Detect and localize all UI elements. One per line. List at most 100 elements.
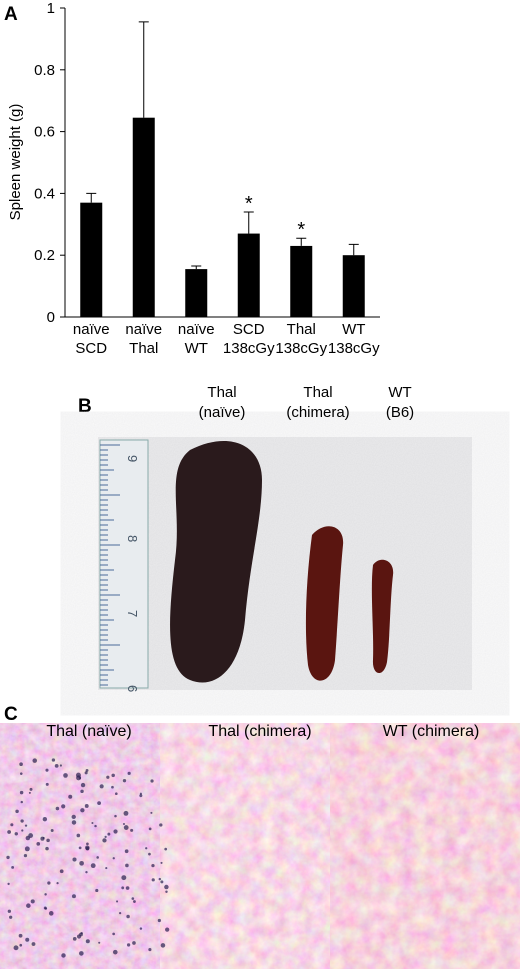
stain-dot (9, 915, 13, 919)
photo-label: WT (B6) (386, 384, 414, 421)
stain-dot (76, 833, 81, 838)
bar (290, 245, 313, 317)
stain-dot (61, 953, 66, 958)
stain-dot (76, 934, 82, 939)
stain-dot (148, 827, 152, 831)
stain-dot (114, 814, 117, 818)
stain-dot (59, 764, 62, 767)
error-bar (86, 192, 97, 203)
stain-dot (79, 860, 84, 866)
stain-dot (80, 808, 85, 813)
stain-dot (157, 918, 161, 923)
stain-dot (18, 933, 23, 938)
y-axis-label: Spleen weight (g) (7, 104, 24, 221)
bar (185, 269, 208, 317)
stain-dot (159, 823, 163, 827)
stain-dot (85, 846, 90, 851)
stain-dot (131, 897, 135, 900)
stain-dot (15, 809, 19, 814)
ruler-label: 7 (125, 610, 140, 617)
stain-dot (165, 927, 170, 932)
stain-dot (102, 838, 107, 843)
stain-dot (75, 772, 81, 778)
x-tick-label: SCD 138cGy (223, 321, 275, 357)
error-bar (348, 243, 359, 256)
stain-dot (61, 804, 66, 809)
stain-dot (116, 900, 119, 903)
stain-dot (91, 821, 94, 825)
stain-dot (123, 810, 129, 816)
panel-letter: B (78, 396, 92, 417)
stain-dot (36, 842, 41, 846)
stain-dot (106, 775, 110, 779)
stain-dot (54, 763, 59, 768)
stain-dot (48, 911, 54, 916)
stain-dot (124, 849, 129, 854)
stain-dot (139, 927, 143, 930)
stain-dot (13, 945, 19, 951)
y-tick-label: 0 (47, 309, 55, 326)
stain-dot (112, 857, 115, 860)
panel-letter: A (4, 4, 18, 25)
stain-dot (10, 823, 14, 827)
stain-dot (85, 870, 88, 874)
stain-dot (122, 822, 126, 826)
stain-dot (19, 762, 23, 767)
stain-dot (94, 824, 97, 828)
histology-label: Thal (naïve) (46, 723, 131, 740)
stain-dot (29, 787, 33, 791)
stain-dot (28, 833, 34, 838)
stain-dot (151, 878, 155, 882)
stain-dot (115, 792, 118, 796)
x-tick-label: WT 138cGy (328, 321, 380, 357)
stain-dot (119, 912, 122, 915)
stain-dot (19, 790, 24, 795)
stain-dot (95, 888, 99, 893)
stain-dot (31, 942, 36, 946)
stain-dot (32, 758, 38, 763)
stain-dot (90, 863, 96, 869)
stain-dot (86, 842, 89, 846)
x-tick-label: naïve Thal (125, 321, 162, 357)
stain-dot (107, 832, 111, 836)
stain-dot (112, 932, 115, 936)
stain-dot (7, 882, 10, 886)
stain-dot (164, 884, 169, 890)
bar (80, 202, 103, 317)
stain-dot (24, 824, 28, 827)
error-bar (138, 21, 149, 118)
stain-dot (63, 773, 68, 778)
stain-dot (23, 853, 28, 858)
stain-dot (150, 779, 154, 783)
stain-dot (6, 855, 10, 860)
stain-dot (68, 794, 73, 799)
y-tick-label: 0.2 (34, 247, 55, 264)
stain-dot (56, 882, 59, 885)
stain-dot (84, 771, 88, 775)
stain-dot (45, 768, 49, 772)
stain-dot (121, 886, 125, 890)
stain-dot (47, 881, 51, 885)
stain-dot (148, 948, 152, 952)
stain-dot (133, 900, 136, 903)
stain-dot (160, 861, 163, 864)
stain-dot (111, 785, 114, 789)
y-tick-label: 1 (47, 0, 55, 17)
stain-dot (164, 847, 168, 851)
y-tick-label: 0.6 (34, 124, 55, 141)
ruler-label: 6 (125, 685, 140, 692)
error-bar (243, 211, 254, 234)
stain-dot (19, 772, 23, 775)
y-tick-label: 0.8 (34, 62, 55, 79)
x-tick-label: naïve SCD (73, 321, 110, 357)
y-tick-label: 0.4 (34, 185, 55, 202)
stain-dot (42, 836, 45, 840)
stain-dot (160, 880, 164, 884)
histology-label: Thal (chimera) (208, 723, 311, 740)
stain-dot (148, 852, 151, 856)
stain-dot (104, 835, 107, 838)
stain-dot (160, 943, 166, 948)
stain-dot (145, 847, 148, 850)
stain-dot (7, 909, 12, 913)
